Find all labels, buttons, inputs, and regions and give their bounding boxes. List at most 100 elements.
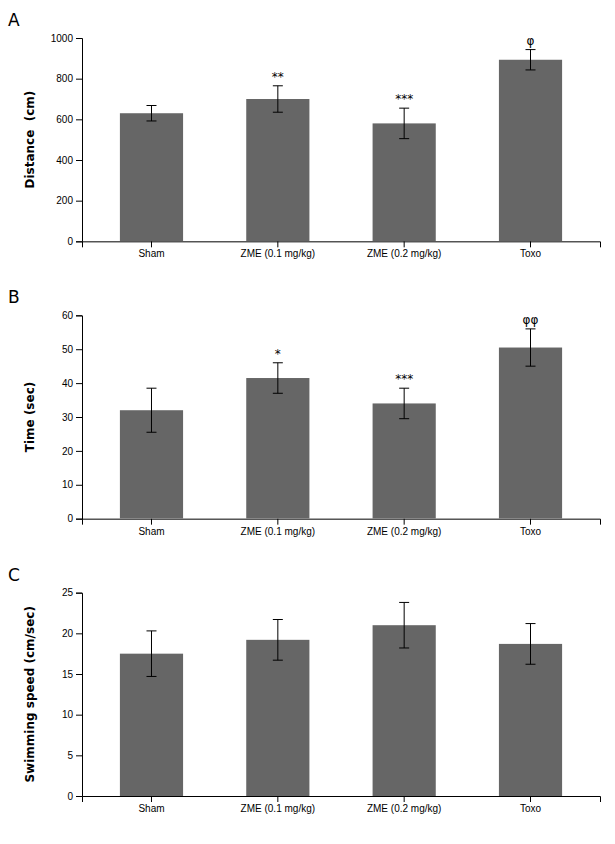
annotation: φ (527, 34, 535, 48)
error-stem (277, 620, 278, 661)
tick-mark (76, 796, 82, 797)
error-cap (399, 108, 409, 109)
error-cap (526, 366, 536, 367)
tick-label: 600 (56, 114, 73, 125)
tick-label: 5 (67, 750, 73, 761)
error-stem (404, 108, 405, 138)
annotation: * (275, 347, 281, 361)
x-tick: Toxo (520, 796, 542, 814)
error-bar (526, 329, 536, 366)
x-tick: Sham (138, 241, 164, 259)
y-axis-label: Swimming speed (cm/sec) (23, 606, 37, 782)
tick-label: Sham (138, 803, 164, 814)
axis-line (83, 519, 601, 525)
bar (373, 123, 436, 241)
error-cap (146, 630, 156, 631)
tick-mark (530, 796, 531, 802)
error-stem (151, 388, 152, 432)
error-bar (399, 388, 409, 419)
error-cap (399, 602, 409, 603)
x-tick: ZME (0.1 mg/kg) (241, 519, 315, 537)
tick-mark (404, 519, 405, 525)
x-tick: Sham (138, 519, 164, 537)
tick-mark (151, 796, 152, 802)
tick-mark (76, 519, 82, 520)
y-axis: 02004006008001000 (51, 33, 83, 247)
x-axis: ShamZME (0.1 mg/kg)ZME (0.2 mg/kg)Toxo (83, 796, 601, 814)
bar (246, 378, 309, 519)
error-stem (404, 388, 405, 419)
error-bar (399, 602, 409, 648)
error-cap (146, 105, 156, 106)
tick-label: Toxo (520, 526, 542, 537)
x-tick: ZME (0.2 mg/kg) (367, 241, 441, 259)
annotation: *** (395, 92, 413, 106)
tick-mark (277, 519, 278, 525)
tick-mark (530, 519, 531, 525)
error-stem (277, 363, 278, 394)
tick-mark (76, 79, 82, 80)
error-bar (146, 388, 156, 432)
y-tick: 0 (67, 236, 82, 247)
tick-mark (277, 796, 278, 802)
panel: 0510152025ShamZME (0.1 mg/kg)ZME (0.2 mg… (8, 565, 601, 814)
axis-line (83, 242, 601, 248)
tick-label: Toxo (520, 248, 542, 259)
axis-line (83, 797, 601, 803)
error-cap (146, 120, 156, 121)
marks (120, 50, 562, 242)
tick-mark (404, 796, 405, 802)
panel: 02004006008001000ShamZME (0.1 mg/kg)ZME … (8, 10, 601, 259)
error-cap (273, 85, 283, 86)
tick-label: 15 (62, 669, 74, 680)
x-axis: Sham ZME (0.1 mg/kg) ZME (0.2 mg/kg) Toxo (83, 519, 601, 537)
error-cap (273, 619, 283, 620)
error-cap (146, 676, 156, 677)
tick-mark (76, 715, 82, 716)
bar (373, 403, 436, 518)
error-cap (526, 69, 536, 70)
tick-mark (76, 633, 82, 634)
panel-label: C (8, 565, 20, 585)
y-tick: 10 (62, 709, 82, 720)
error-cap (526, 328, 536, 329)
y-tick: 600 (56, 114, 82, 125)
y-tick: 200 (56, 195, 82, 206)
tick-label: ZME (0.2 mg/kg) (367, 526, 441, 537)
x-tick: ZME (0.2 mg/kg) (367, 796, 441, 814)
tick-mark (76, 383, 82, 384)
y-tick: 40 (62, 378, 82, 389)
tick-mark (76, 674, 82, 675)
tick-mark (76, 241, 82, 242)
error-stem (530, 50, 531, 70)
marks (120, 602, 562, 796)
error-bar (273, 620, 283, 661)
tick-mark (76, 451, 82, 452)
error-bar (273, 86, 283, 112)
error-bar (273, 363, 283, 394)
tick-mark (76, 160, 82, 161)
panel: 0102030405060ShamZME (0.1 mg/kg)ZME (0.2… (8, 287, 601, 536)
error-bar (146, 631, 156, 677)
y-axis-label: Distance (cm) (23, 91, 37, 189)
y-axis: 0102030405060 (62, 310, 83, 524)
tick-label: 40 (62, 378, 74, 389)
tick-mark (76, 755, 82, 756)
y-tick: 15 (62, 669, 82, 680)
y-tick: 5 (67, 750, 82, 761)
y-tick: 20 (62, 628, 82, 639)
tick-label: 0 (67, 513, 73, 524)
bar (246, 640, 309, 796)
tick-label: 800 (56, 73, 73, 84)
tick-label: 400 (56, 155, 73, 166)
y-tick: 0 (67, 791, 82, 802)
y-axis-label: Time (sec) (23, 382, 37, 452)
tick-mark (277, 241, 278, 247)
tick-mark (76, 593, 82, 594)
x-tick: Toxo (520, 519, 542, 537)
y-tick: 25 (62, 587, 82, 598)
tick-mark (151, 519, 152, 525)
error-cap (273, 112, 283, 113)
tick-label: Toxo (520, 803, 542, 814)
error-bar (146, 106, 156, 121)
